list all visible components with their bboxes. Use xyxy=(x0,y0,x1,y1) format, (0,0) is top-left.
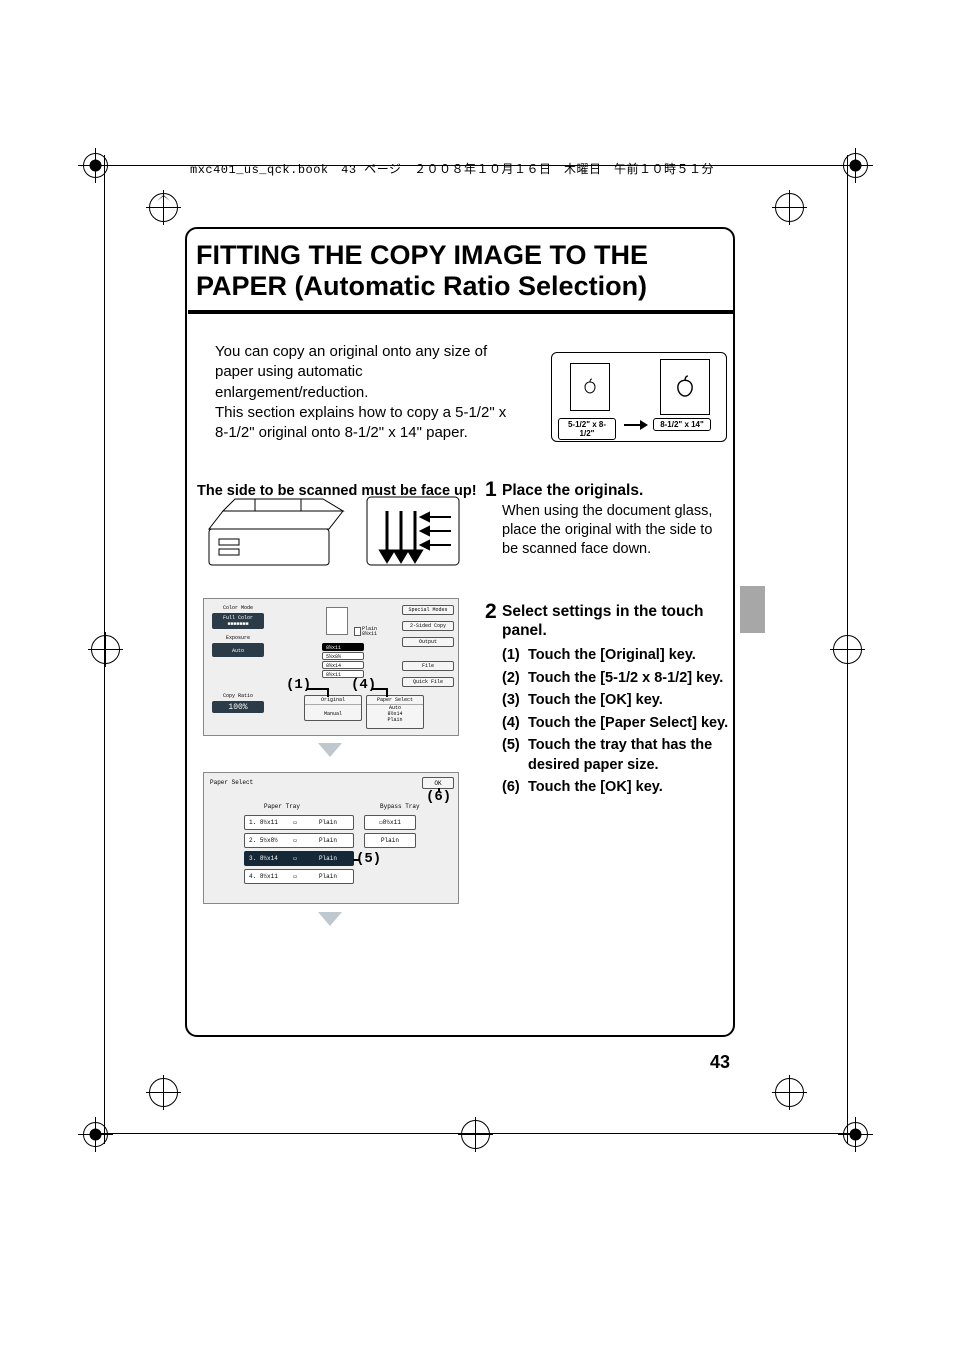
step1-title: Place the originals. xyxy=(502,482,643,500)
scanner-illustration xyxy=(205,493,473,571)
bypass-size[interactable]: ▭ 8½x11 xyxy=(364,815,416,830)
tray-indicator-row[interactable]: 5½x8½ xyxy=(322,652,364,660)
book-header-line: mxc401_us_qck.book 43 ページ ２００８年１０月１６日 木曜… xyxy=(190,160,714,177)
exposure-label: Exposure xyxy=(212,635,264,641)
size-badge-to: 8-1/2" x 14" xyxy=(653,418,711,431)
step-number-1: 1 xyxy=(485,478,497,502)
exposure-button[interactable]: Auto xyxy=(212,643,264,657)
intro-text: You can copy an original onto any size o… xyxy=(215,342,520,443)
step-number-2: 2 xyxy=(485,600,497,624)
doc-icon xyxy=(354,627,361,636)
file-button[interactable]: File xyxy=(402,661,454,671)
crop-mark-icon xyxy=(772,1075,807,1110)
crop-mark-icon xyxy=(830,632,865,667)
tray-row-1[interactable]: 1. 8½x11▭Plain xyxy=(244,815,354,830)
paper-tray-heading: Paper Tray xyxy=(264,803,300,810)
crop-mark-icon xyxy=(146,1075,181,1110)
crop-mark-icon xyxy=(458,1117,493,1152)
page-title: FITTING THE COPY IMAGE TO THE PAPER (Aut… xyxy=(196,240,726,302)
step2-title: Select settings in the touch panel. xyxy=(502,603,727,640)
crop-mark-icon xyxy=(838,148,873,183)
crop-mark-icon xyxy=(78,1117,113,1152)
copy-main-panel[interactable]: Color Mode Full Color■■■■■■■ Exposure Au… xyxy=(203,598,459,736)
callout-1: (1) xyxy=(286,677,311,693)
callout-4: (4) xyxy=(351,677,376,693)
crop-mark-icon xyxy=(88,632,123,667)
tray-row-4[interactable]: 4. 8½x11▭Plain xyxy=(244,869,354,884)
preview-page-icon xyxy=(326,607,348,635)
paper-select-title: Paper Select xyxy=(210,779,253,786)
paper-select-button[interactable]: Paper Select Auto 8½x14 Plain xyxy=(366,695,424,729)
paper-icon-small xyxy=(570,363,610,411)
step1-body: When using the document glass, place the… xyxy=(502,502,727,559)
tray-indicator-row[interactable]: 8½x14 xyxy=(322,661,364,669)
step2-list: (1)Touch the [Original] key. (2)Touch th… xyxy=(502,646,734,801)
bypass-tray-heading: Bypass Tray xyxy=(380,803,420,810)
color-mode-label: Color Mode xyxy=(212,605,264,611)
tray-row-3[interactable]: 3. 8½x14▭Plain xyxy=(244,851,354,866)
paper-select-panel[interactable]: Paper Select OK Paper Tray Bypass Tray 1… xyxy=(203,772,459,904)
paper-icon-large xyxy=(660,359,710,415)
crop-mark-icon xyxy=(838,1117,873,1152)
arrow-right-icon xyxy=(622,419,650,431)
crop-mark-icon xyxy=(772,190,807,225)
crop-mark-icon xyxy=(146,190,181,225)
color-mode-button[interactable]: Full Color■■■■■■■ xyxy=(212,613,264,629)
special-modes-button[interactable]: Special Modes xyxy=(402,605,454,615)
size-badge-from: 5-1/2" x 8-1/2" xyxy=(558,418,616,440)
page-number: 43 xyxy=(710,1052,730,1073)
arrow-down-icon xyxy=(318,743,342,757)
tray-row-2[interactable]: 2. 5½x8½▭Plain xyxy=(244,833,354,848)
bypass-type[interactable]: Plain xyxy=(364,833,416,848)
tray-indicator-row[interactable]: 8½x11 xyxy=(322,643,364,651)
copy-ratio-button[interactable]: 100% xyxy=(212,701,264,713)
quick-file-button[interactable]: Quick File xyxy=(402,677,454,687)
copy-ratio-label: Copy Ratio xyxy=(212,693,264,699)
original-button[interactable]: Original Manual xyxy=(304,695,362,721)
crop-mark-icon xyxy=(78,148,113,183)
section-tab xyxy=(740,586,765,633)
two-sided-copy-button[interactable]: 2-Sided Copy xyxy=(402,621,454,631)
size-illustration: 5-1/2" x 8-1/2" 8-1/2" x 14" xyxy=(551,352,727,442)
output-button[interactable]: Output xyxy=(402,637,454,647)
title-underline xyxy=(188,310,733,314)
preview-paper-label: Plain8½x11 xyxy=(362,627,392,637)
arrow-down-icon xyxy=(318,912,342,926)
callout-5: (5) xyxy=(356,851,381,867)
